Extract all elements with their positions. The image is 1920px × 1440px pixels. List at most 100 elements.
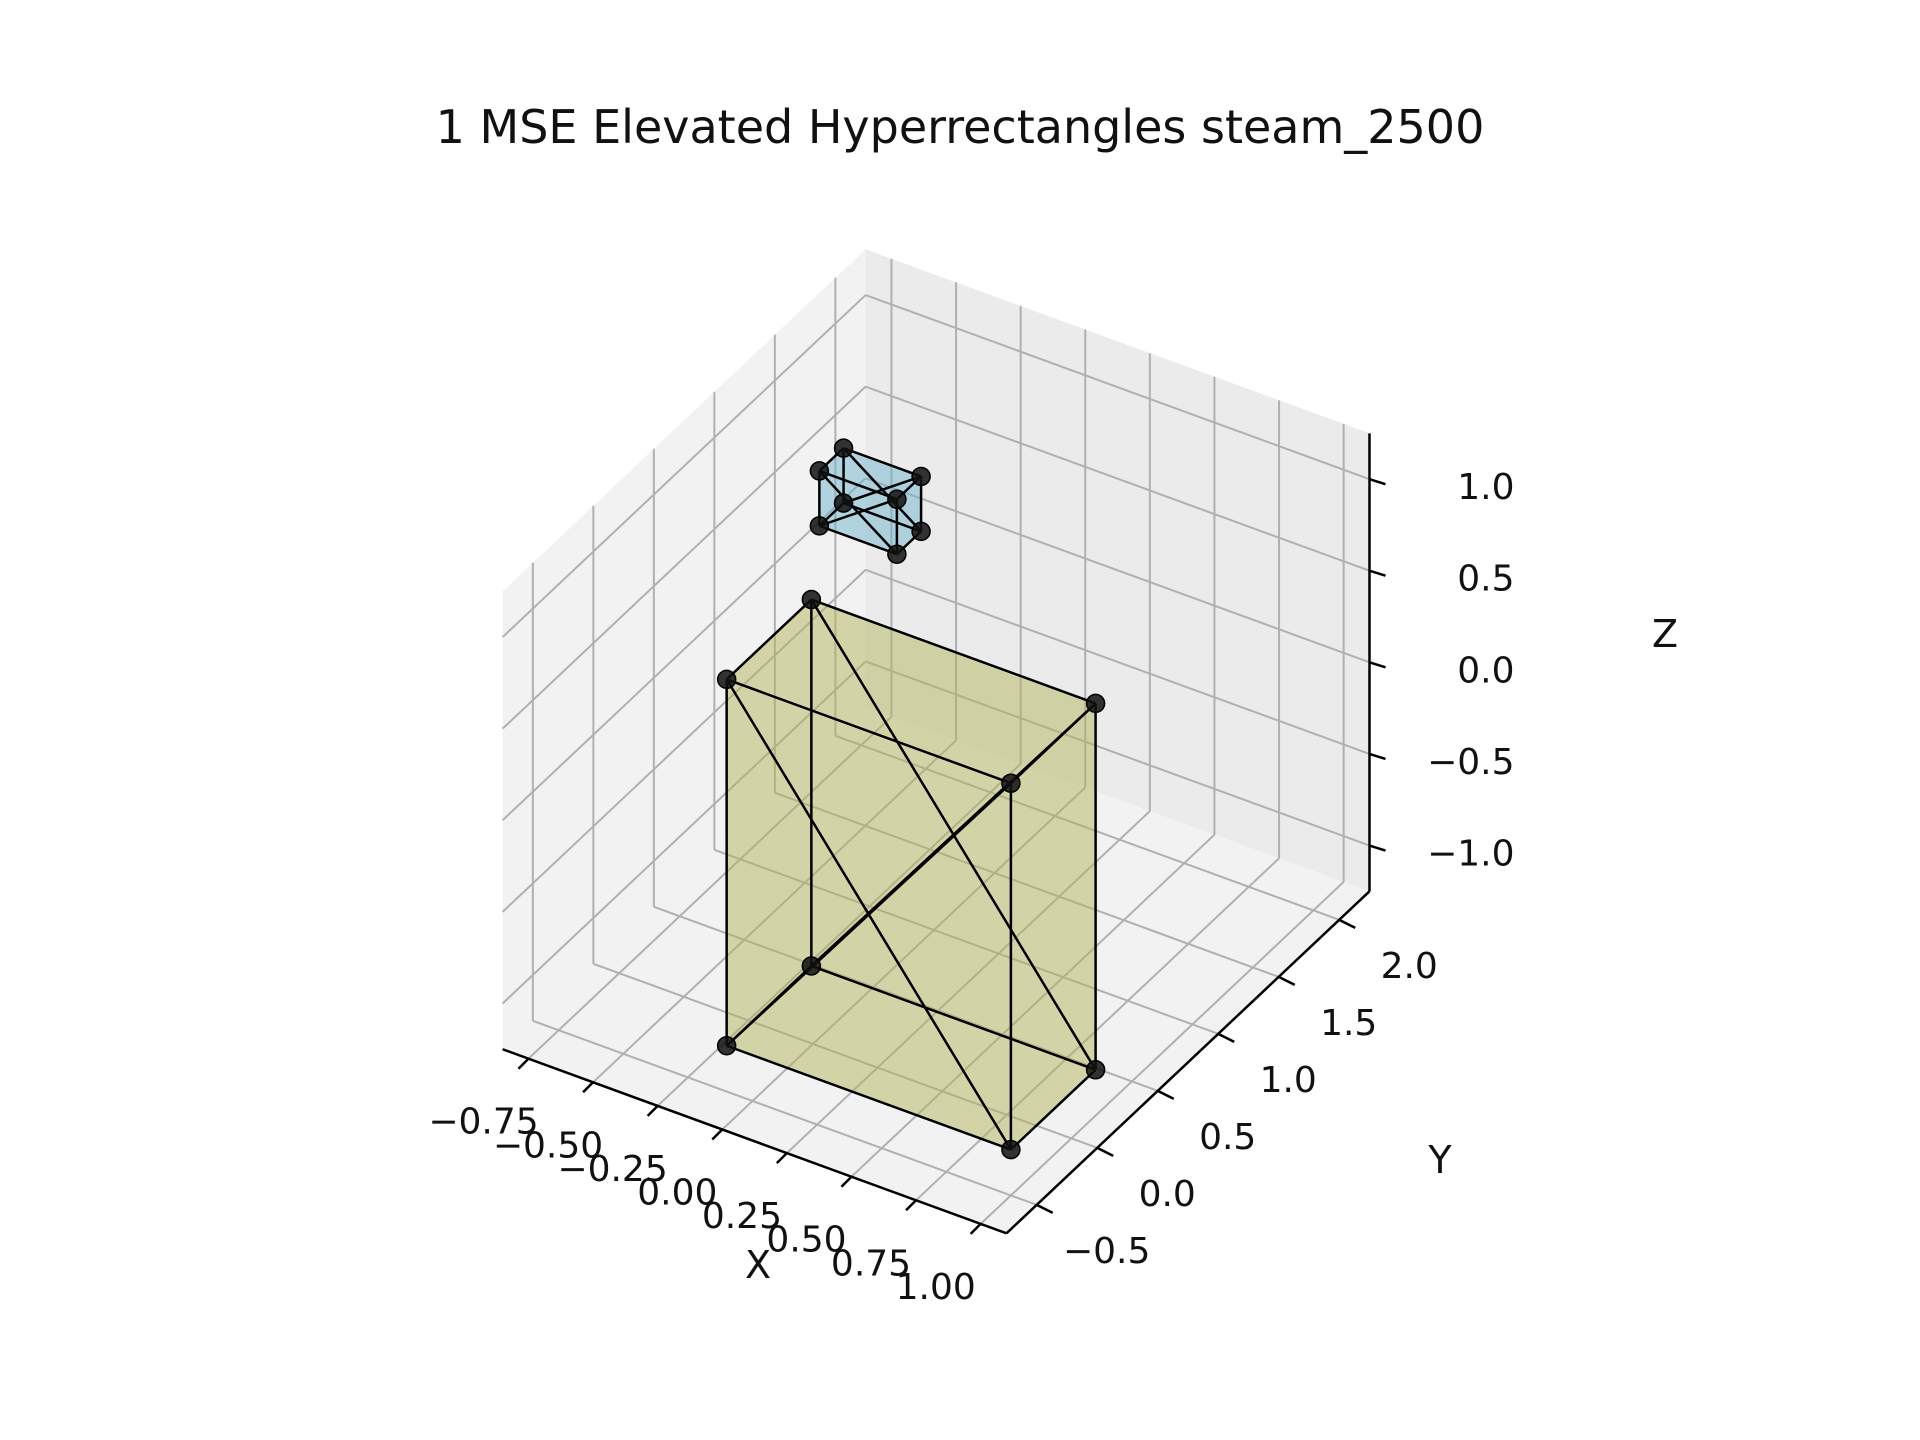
y-tick-label: 2.0 xyxy=(1381,946,1438,987)
x-tick-label: −0.25 xyxy=(557,1149,667,1190)
blue-box-edge xyxy=(842,447,922,533)
yellow-box-vertex xyxy=(1085,693,1106,714)
yellow-box-edge xyxy=(726,678,1012,785)
grid-x-floor xyxy=(915,857,1280,1202)
blue-box-vertex xyxy=(809,516,830,536)
shapes-layer xyxy=(716,438,1106,1160)
x-tick-mark xyxy=(969,1223,982,1235)
yellow-box-edge xyxy=(810,598,1097,705)
x-tick-label: 0.50 xyxy=(766,1220,846,1261)
grid-x-floor xyxy=(527,715,893,1060)
x-tick-label: 0.00 xyxy=(637,1173,717,1214)
yellow-box-vertex xyxy=(1001,773,1021,793)
grid-y-floor xyxy=(835,734,1340,921)
yellow-box-face xyxy=(1010,703,1096,1150)
z-tick-label: −1.0 xyxy=(1427,834,1514,875)
yellow-box-vertex xyxy=(1001,1139,1021,1160)
grid-x-floor xyxy=(850,833,1216,1178)
grid-y-floor xyxy=(653,905,1159,1092)
yellow-box-vertex xyxy=(801,956,822,976)
x-tick-mark xyxy=(582,1081,594,1094)
z-tick-mark xyxy=(1369,661,1386,669)
x-axis-line xyxy=(502,1048,1007,1235)
y-tick-mark xyxy=(1096,1146,1114,1157)
z-tick-label: 1.0 xyxy=(1457,467,1514,508)
grid-x-floor xyxy=(721,786,1086,1131)
blue-box-vertex xyxy=(809,461,830,481)
y-axis-line xyxy=(1005,890,1371,1235)
x-tick-mark xyxy=(517,1057,530,1070)
blue-box-edge xyxy=(818,524,898,556)
z-axis-label: Z xyxy=(1652,612,1678,656)
blue-box-edge xyxy=(818,470,898,556)
x-tick-mark xyxy=(646,1105,659,1117)
grid-y-floor xyxy=(593,962,1098,1149)
yellow-box-vertex xyxy=(801,589,822,610)
grid-z-back xyxy=(865,568,1370,755)
y-tick-mark xyxy=(1157,1089,1175,1100)
blue-box-edge xyxy=(818,469,898,501)
x-tick-mark xyxy=(775,1152,788,1164)
grid-y-floor xyxy=(774,791,1280,978)
grid-z-back xyxy=(865,385,1370,572)
yellow-box-edge xyxy=(810,598,1097,1071)
x-tick-mark xyxy=(905,1199,917,1212)
x-tick-label: 0.25 xyxy=(702,1196,782,1237)
x-tick-label: −0.75 xyxy=(428,1102,538,1143)
grid-x-floor xyxy=(786,810,1151,1154)
blue-box-edge xyxy=(843,446,922,478)
yellow-box-edge xyxy=(1010,1068,1097,1151)
yellow-box-face xyxy=(726,599,812,1046)
y-axis-label: Y xyxy=(1427,1138,1452,1182)
grid-z-left xyxy=(501,385,867,730)
grid-x-floor xyxy=(592,739,957,1084)
z-tick-label: −0.5 xyxy=(1427,742,1514,783)
yellow-box-edge xyxy=(725,598,813,681)
x-tick-label: −0.50 xyxy=(493,1125,603,1166)
yellow-box-edge xyxy=(810,964,1097,1071)
blue-box-vertex xyxy=(911,466,931,487)
z-tick-label: 0.5 xyxy=(1457,559,1514,600)
grid-z-back xyxy=(865,294,1370,481)
yellow-box-face xyxy=(726,966,1096,1150)
grid-x-floor xyxy=(979,881,1345,1225)
blue-box-vertex xyxy=(833,493,854,513)
grid-z-left xyxy=(501,569,867,913)
x-tick-mark xyxy=(840,1175,853,1188)
y-tick-label: 0.5 xyxy=(1199,1117,1256,1158)
y-tick-mark xyxy=(1278,975,1296,986)
z-tick-mark xyxy=(1369,752,1386,761)
grid-y-floor xyxy=(532,1019,1038,1206)
blue-box-vertex xyxy=(887,489,907,509)
grid-z-left xyxy=(501,660,867,1005)
y-tick-mark xyxy=(1217,1032,1235,1043)
grid-y-floor xyxy=(714,848,1219,1035)
y-tick-mark xyxy=(1036,1203,1054,1214)
yellow-box-face xyxy=(726,599,1096,784)
tick-labels: −0.75−0.50−0.250.000.250.500.751.00 −0.5 0… xyxy=(428,467,1514,1308)
z-tick-mark xyxy=(1369,569,1386,577)
axis-lines xyxy=(502,433,1386,1235)
grid-z-left xyxy=(501,294,867,638)
x-tick-label: 1.00 xyxy=(896,1267,976,1308)
grid-z-back xyxy=(865,660,1370,847)
yellow-box xyxy=(716,589,1106,1160)
yellow-box-vertex xyxy=(716,1036,737,1056)
grid-z-back xyxy=(865,477,1370,664)
yellow-box-vertex xyxy=(1085,1060,1106,1080)
y-tick-label: 1.0 xyxy=(1260,1060,1317,1101)
chart-title: 1 MSE Elevated Hyperrectangles steam_250… xyxy=(435,100,1485,154)
z-tick-label: 0.0 xyxy=(1457,650,1514,691)
y-tick-mark xyxy=(1338,918,1356,929)
z-tick-mark xyxy=(1369,844,1386,852)
x-tick-mark xyxy=(711,1128,724,1141)
blue-box-edge xyxy=(843,501,922,533)
y-tick-label: 0.0 xyxy=(1139,1174,1196,1215)
blue-box-vertex xyxy=(911,521,931,542)
x-axis-label: X xyxy=(745,1243,771,1287)
blue-box xyxy=(809,438,931,564)
x-tick-label: 0.75 xyxy=(831,1243,911,1284)
grid-z-left xyxy=(501,477,867,821)
z-tick-mark xyxy=(1369,477,1386,486)
